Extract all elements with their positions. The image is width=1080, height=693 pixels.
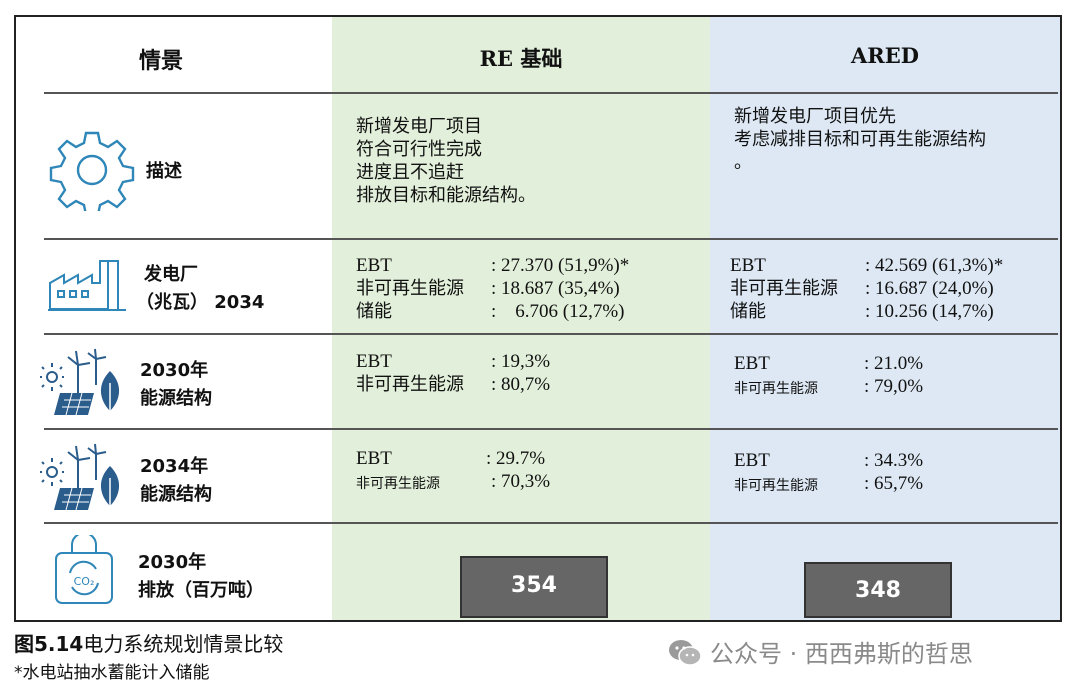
kv-value: : 34.3%: [864, 450, 924, 471]
re-description-line: 进度且不追赶: [356, 162, 464, 183]
row-label-mix2034-line2: 能源结构: [140, 484, 212, 505]
re-description: 新增发电厂项目 符合可行性完成 进度且不追赶 排放目标和能源结构。: [356, 115, 536, 207]
ared-emission-value-box: 348: [804, 562, 952, 618]
kv-value: : 65,7%: [864, 473, 924, 494]
row-label-emission-line1: 2030年: [138, 552, 207, 573]
header-re-basic: RE 基础: [479, 46, 563, 71]
kv-key: EBT: [734, 450, 770, 471]
ared-description-line: 新增发电厂项目优先: [734, 106, 896, 127]
figure-caption: 图5.14电力系统规划情景比较: [14, 628, 283, 657]
footnote: *水电站抽水蓄能计入储能: [14, 663, 210, 683]
ared-description-line: 考虑减排目标和可再生能源结构: [734, 129, 986, 150]
kv-value: : 21.0%: [864, 353, 924, 374]
ared-plants-values: EBT : 42.569 (61,3%)* 非可再生能源 : 16.687 (2…: [730, 254, 1060, 329]
kv-row: EBT : 34.3%: [734, 449, 1054, 472]
kv-key: 非可再生能源: [356, 476, 440, 492]
row-divider: [44, 92, 1058, 94]
kv-row: EBT : 21.0%: [734, 352, 1054, 375]
ared-mix2034-values: EBT : 34.3% 非可再生能源 : 65,7%: [734, 449, 1054, 499]
kv-row: EBT : 42.569 (61,3%)*: [730, 254, 1060, 277]
kv-row: 储能 : 6.706 (12,7%): [356, 300, 716, 323]
kv-row: 非可再生能源 : 80,7%: [356, 373, 716, 396]
kv-key: EBT: [734, 353, 770, 374]
watermark-text: 公众号 · 西西弗斯的哲思: [710, 640, 973, 668]
kv-value: : 10.256 (14,7%): [865, 301, 994, 322]
re-description-line: 符合可行性完成: [356, 139, 482, 160]
co2-bag-icon: CO₂: [55, 535, 113, 604]
row-divider: [44, 522, 1058, 524]
kv-value: : 16.687 (24,0%): [865, 278, 994, 299]
kv-key: EBT: [356, 448, 392, 469]
ared-column-bg: [710, 17, 1060, 620]
ared-description-line: 。: [734, 152, 752, 173]
kv-key: 储能: [356, 301, 392, 322]
re-plants-values: EBT : 27.370 (51,9%)* 非可再生能源 : 18.687 (3…: [356, 254, 716, 329]
kv-value: : 6.706 (12,7%): [491, 301, 625, 322]
re-mix2030-values: EBT : 19,3% 非可再生能源 : 80,7%: [356, 350, 716, 400]
kv-key: 非可再生能源: [356, 374, 464, 395]
row-label-mix2030-line2: 能源结构: [140, 388, 212, 409]
kv-value: : 29.7%: [486, 448, 546, 469]
re-description-line: 排放目标和能源结构。: [356, 185, 536, 206]
kv-value: : 80,7%: [491, 374, 551, 395]
kv-row: 非可再生能源 : 79,0%: [734, 375, 1054, 398]
header-scenario: 情景: [138, 49, 183, 74]
kv-row: 非可再生能源 : 18.687 (35,4%): [356, 277, 716, 300]
re-emission-value-box: 354: [460, 556, 608, 618]
row-divider: [44, 238, 1058, 240]
co2-label: CO₂: [74, 575, 95, 588]
row-label-description: 描述: [146, 161, 182, 182]
kv-key: 非可再生能源: [730, 278, 838, 299]
ared-mix2030-values: EBT : 21.0% 非可再生能源 : 79,0%: [734, 352, 1054, 402]
re-mix2034-values: EBT : 29.7% 非可再生能源 : 70,3%: [356, 447, 716, 497]
row-label-mix2034-line1: 2034年: [140, 456, 209, 477]
kv-value: : 27.370 (51,9%)*: [491, 255, 630, 276]
kv-key: 非可再生能源: [734, 381, 818, 397]
kv-key: EBT: [356, 351, 392, 372]
row-divider: [44, 428, 1058, 430]
kv-value: : 19,3%: [491, 351, 551, 372]
kv-row: 储能 : 10.256 (14,7%): [730, 300, 1060, 323]
kv-key: EBT: [730, 255, 766, 276]
kv-value: : 79,0%: [864, 376, 924, 397]
re-basic-column-bg: [332, 17, 710, 620]
kv-key: EBT: [356, 255, 392, 276]
figure-number: 图5.14: [14, 632, 84, 656]
wechat-icon: [669, 640, 702, 666]
kv-row: 非可再生能源 : 16.687 (24,0%): [730, 277, 1060, 300]
renewable-energy-icon: [40, 348, 120, 419]
kv-row: EBT : 27.370 (51,9%)*: [356, 254, 716, 277]
kv-row: EBT : 19,3%: [356, 350, 716, 373]
kv-value: : 42.569 (61,3%)*: [865, 255, 1004, 276]
factory-icon: [48, 260, 126, 311]
row-label-mix2030-line1: 2030年: [140, 360, 209, 381]
kv-value: : 18.687 (35,4%): [491, 278, 620, 299]
row-label-emission-line2: 排放（百万吨）: [138, 580, 264, 601]
renewable-energy-icon: [40, 443, 120, 514]
row-label-plants-line2: （兆瓦） 2034: [136, 292, 265, 313]
kv-row: EBT : 29.7%: [356, 447, 716, 470]
gear-icon: [49, 131, 135, 211]
re-description-line: 新增发电厂项目: [356, 116, 482, 137]
header-ared: ARED: [851, 43, 919, 68]
row-divider: [44, 333, 1058, 335]
ared-description: 新增发电厂项目优先 考虑减排目标和可再生能源结构 。: [734, 105, 986, 174]
kv-value: : 70,3%: [491, 471, 551, 492]
kv-key: 储能: [730, 301, 766, 322]
kv-key: 非可再生能源: [356, 278, 464, 299]
kv-row: 非可再生能源 : 70,3%: [356, 470, 716, 493]
kv-row: 非可再生能源 : 65,7%: [734, 472, 1054, 495]
figure-title: 电力系统规划情景比较: [83, 632, 284, 656]
kv-key: 非可再生能源: [734, 478, 818, 494]
row-label-plants-line1: 发电厂: [144, 264, 198, 285]
comparison-table: 情景 RE 基础 ARED 描述 新增发电厂项目 符合可行性完成 进度且不追赶 …: [14, 15, 1062, 622]
